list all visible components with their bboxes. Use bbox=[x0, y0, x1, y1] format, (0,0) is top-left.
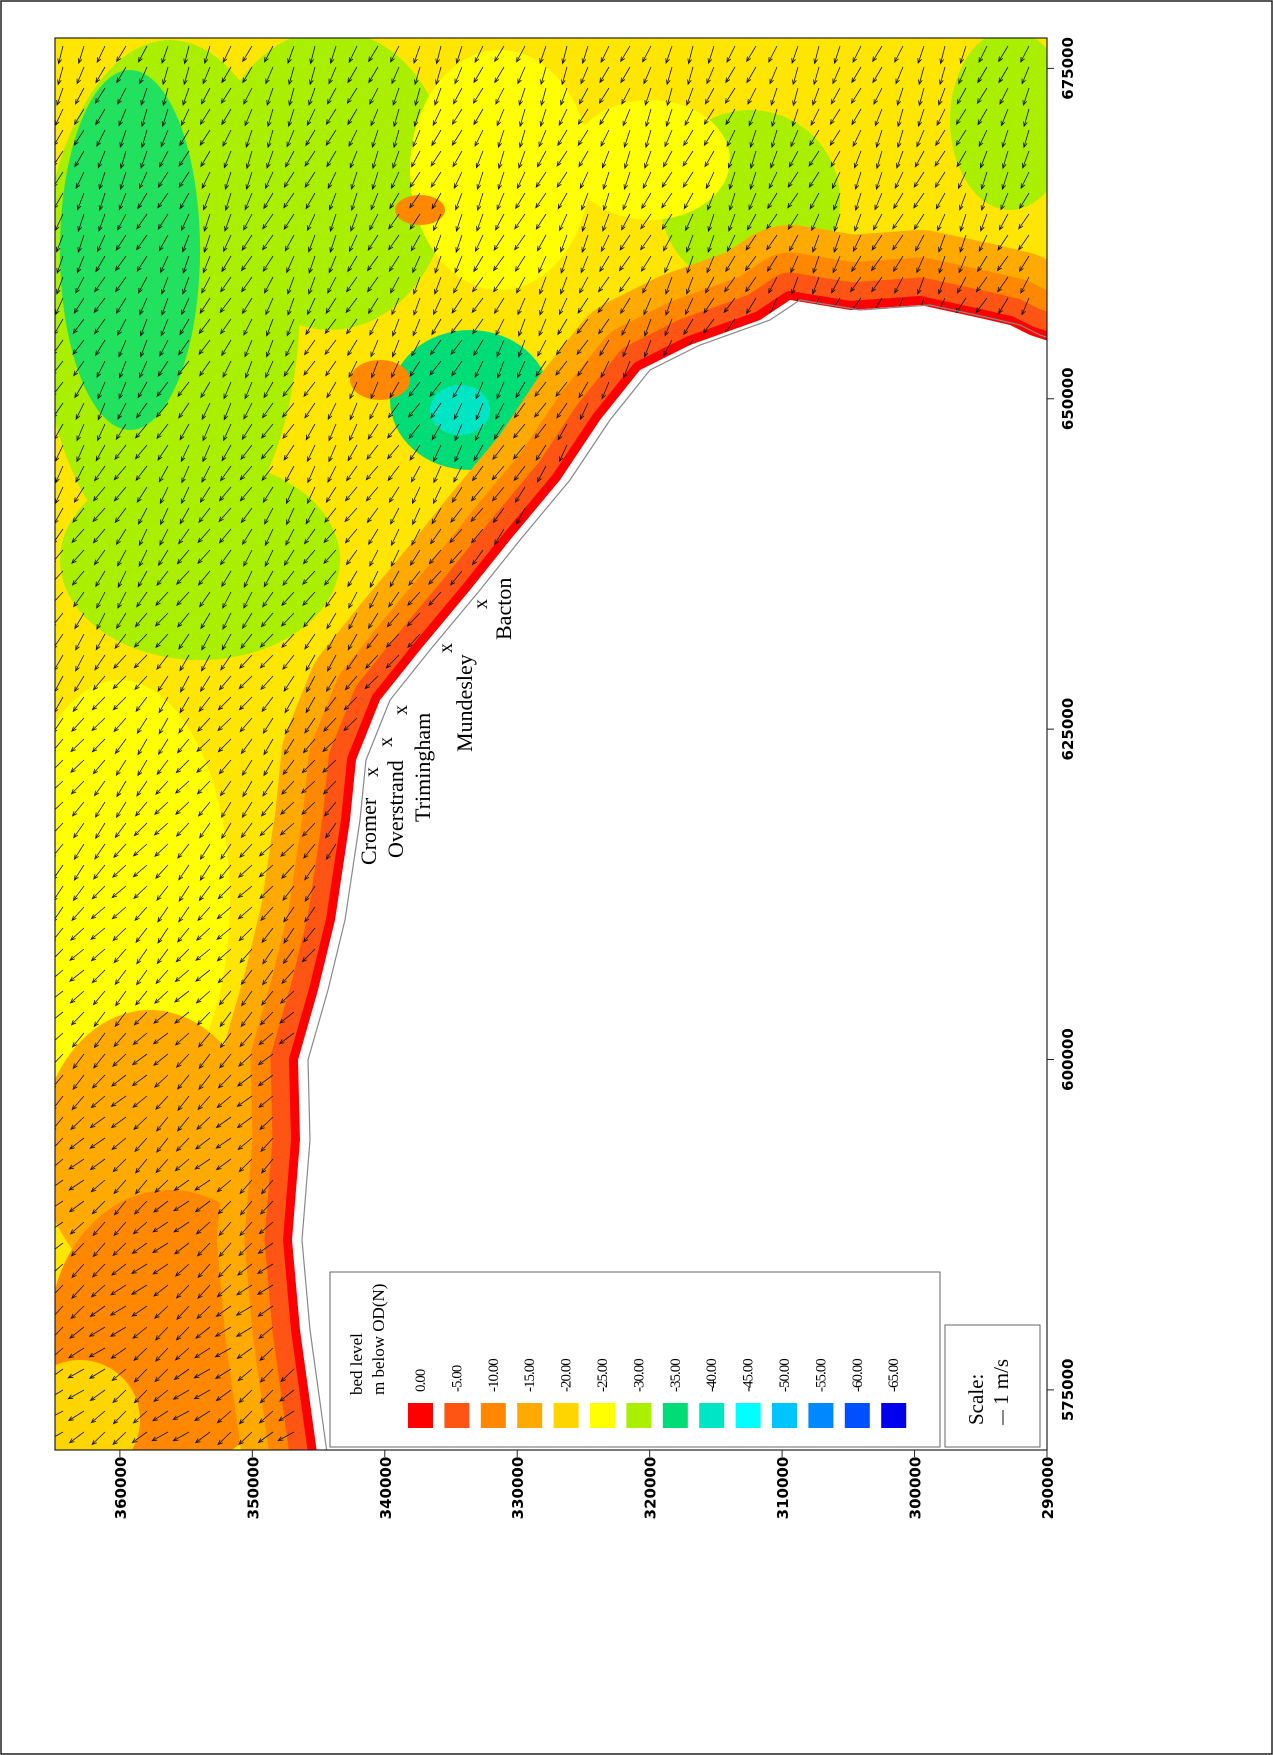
place-name: Bacton bbox=[491, 578, 516, 640]
northing-tick-label: 340000 bbox=[377, 1457, 395, 1520]
northing-tick-label: 330000 bbox=[509, 1457, 527, 1520]
legend-swatch bbox=[444, 1403, 469, 1428]
legend-label: -15.00 bbox=[522, 1359, 538, 1392]
scale-label: 1 m/s bbox=[989, 1359, 1013, 1405]
northing-tick-label: 310000 bbox=[774, 1457, 792, 1520]
place-name: Overstrand bbox=[383, 760, 408, 858]
legend-label: -5.00 bbox=[449, 1365, 465, 1392]
legend-label: -20.00 bbox=[559, 1359, 575, 1392]
legend-label: 0.00 bbox=[413, 1369, 429, 1392]
place-name: Mundesley bbox=[452, 654, 477, 752]
legend-label: -25.00 bbox=[595, 1359, 611, 1392]
legend-label: -30.00 bbox=[631, 1359, 647, 1392]
legend-swatch bbox=[699, 1403, 724, 1428]
map-page: bed level m below OD(N) 0.00 -5.00 -10.00 -… bbox=[0, 0, 1273, 1755]
place-name: Cromer bbox=[356, 797, 381, 865]
place-marker: x bbox=[470, 599, 492, 609]
place-marker: x bbox=[361, 767, 383, 777]
legend-label: -55.00 bbox=[813, 1359, 829, 1392]
northing-tick-label: 320000 bbox=[642, 1457, 660, 1520]
legend-label: -60.00 bbox=[850, 1359, 866, 1392]
legend-swatch bbox=[881, 1403, 906, 1428]
legend-swatch bbox=[663, 1403, 688, 1428]
legend-swatch bbox=[736, 1403, 761, 1428]
legend-swatch bbox=[408, 1403, 433, 1428]
legend-label: -45.00 bbox=[741, 1359, 757, 1392]
scale-box: Scale: 1 m/s bbox=[945, 1325, 1040, 1447]
northing-tick-label: 350000 bbox=[244, 1457, 262, 1520]
legend-label: -65.00 bbox=[886, 1359, 902, 1392]
scale-title: Scale: bbox=[964, 1374, 988, 1425]
legend-swatch bbox=[808, 1403, 833, 1428]
legend-label: -35.00 bbox=[668, 1359, 684, 1392]
legend-label: -50.00 bbox=[777, 1359, 793, 1392]
legend-swatch bbox=[517, 1403, 542, 1428]
legend-title: bed level bbox=[347, 1333, 366, 1395]
legend-swatch bbox=[626, 1403, 651, 1428]
place-marker: x bbox=[375, 737, 397, 747]
legend-label: -10.00 bbox=[486, 1359, 502, 1392]
place-marker: x bbox=[390, 705, 412, 715]
northing-tick-label: 360000 bbox=[112, 1457, 130, 1520]
easting-tick-label: 650000 bbox=[1059, 367, 1077, 430]
legend-label: -40.00 bbox=[704, 1359, 720, 1392]
northing-tick-label: 300000 bbox=[907, 1457, 925, 1520]
legend-subtitle: m below OD(N) bbox=[369, 1284, 388, 1395]
northing-tick-label: 290000 bbox=[1039, 1457, 1057, 1520]
legend: bed level m below OD(N) 0.00 -5.00 -10.00 -… bbox=[330, 1272, 940, 1447]
legend-swatch bbox=[590, 1403, 615, 1428]
legend-swatch bbox=[845, 1403, 870, 1428]
easting-tick-label: 575000 bbox=[1059, 1359, 1077, 1422]
place-marker: x bbox=[435, 643, 457, 653]
legend-swatch bbox=[554, 1403, 579, 1428]
legend-swatch bbox=[772, 1403, 797, 1428]
place-name: Trimingham bbox=[410, 713, 435, 822]
legend-swatch bbox=[481, 1403, 506, 1428]
plot-area bbox=[10, 30, 1070, 1480]
easting-tick-label: 675000 bbox=[1059, 37, 1077, 100]
easting-tick-label: 600000 bbox=[1059, 1028, 1077, 1091]
easting-tick-label: 625000 bbox=[1059, 698, 1077, 761]
